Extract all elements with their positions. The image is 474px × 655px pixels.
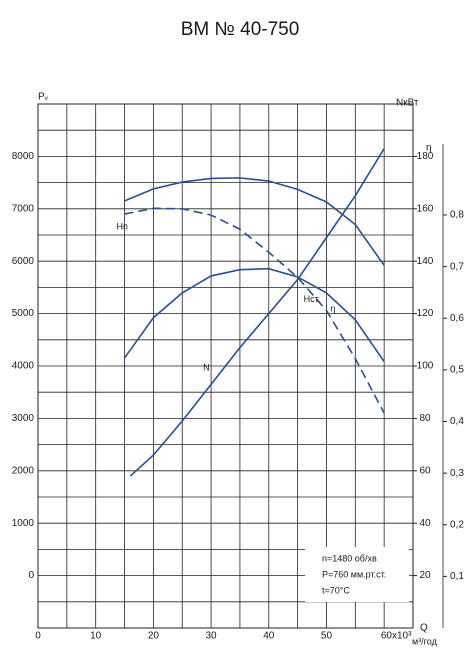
y3-tick-label: 0,8 [450, 210, 464, 221]
y-tick-label: 3000 [12, 413, 35, 424]
note: P=760 мм.рт.ст. [322, 569, 386, 579]
x-axis-unit: м³/год [412, 636, 438, 646]
y2-tick-label: 120 [417, 308, 434, 319]
y-axis-label: Pᵥ [38, 92, 49, 103]
x-tick-label: 40 [263, 631, 275, 642]
y2-tick-label: 140 [417, 256, 434, 267]
y2-axis-label: NкВт [396, 98, 419, 109]
y-tick-label: 4000 [12, 361, 35, 372]
y2-tick-label: 20 [419, 570, 431, 581]
x-tick-label: 20 [148, 631, 160, 642]
y3-axis-label: η [426, 143, 432, 154]
y3-tick-label: 0,2 [450, 519, 464, 530]
x-tick-label: 10 [90, 631, 102, 642]
note: n=1480 об/хв [322, 553, 377, 563]
series-line [129, 148, 385, 477]
y2-tick-label: 180 [417, 151, 434, 162]
x-axis-label: Q [420, 623, 428, 634]
series-label: N [203, 363, 210, 373]
series-line [123, 267, 385, 363]
y-tick-label: 2000 [12, 465, 35, 476]
chart-title: ВМ № 40-750 [181, 19, 300, 40]
series-label: Hст. [304, 294, 321, 304]
y-tick-label: 5000 [12, 308, 35, 319]
series-line [124, 177, 385, 266]
y3-tick-label: 0,5 [450, 365, 464, 376]
y2-tick-label: 100 [417, 361, 434, 372]
x-tick-label: 60x10³ [381, 631, 412, 642]
x-tick-label: 30 [206, 631, 218, 642]
y3-tick-label: 0,6 [450, 313, 464, 324]
y2-tick-label: 80 [419, 413, 431, 424]
y-tick-label: 0 [28, 570, 34, 581]
series-label: η [330, 303, 335, 313]
y-tick-label: 6000 [12, 256, 35, 267]
notes-box [305, 547, 409, 602]
series-label: Hп [117, 221, 128, 231]
y3-tick-label: 0,4 [450, 416, 464, 427]
series-line [124, 207, 385, 414]
x-tick-label: 50 [321, 631, 333, 642]
y3-tick-label: 0,3 [450, 468, 464, 479]
y2-tick-label: 160 [417, 203, 434, 214]
y2-tick-label: 60 [419, 465, 431, 476]
y3-tick-label: 0,1 [450, 571, 464, 582]
y-tick-label: 8000 [12, 151, 35, 162]
x-tick-label: 0 [35, 631, 41, 642]
y2-tick-label: 40 [419, 518, 431, 529]
y-tick-label: 7000 [12, 203, 35, 214]
y3-tick-label: 0,7 [450, 261, 464, 272]
y-tick-label: 1000 [12, 518, 35, 529]
note: t=70°C [322, 585, 350, 595]
